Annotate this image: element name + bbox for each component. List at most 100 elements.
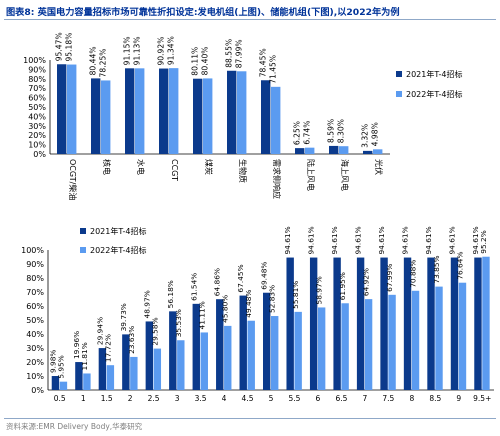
y-tick-label: 20%: [28, 131, 46, 140]
bar-2022: [59, 381, 68, 390]
source-note: 资料来源:EMR Delivery Body,华泰研究: [6, 422, 143, 431]
bar-2022: [294, 311, 302, 390]
data-label: 95.2%: [479, 230, 488, 253]
bar-2022: [247, 320, 255, 390]
data-label: 94.61%: [424, 226, 433, 254]
data-label: 3.32%: [361, 124, 370, 148]
bar-2022: [364, 299, 373, 390]
data-label: 41.11%: [197, 301, 206, 329]
bar-2021: [51, 376, 60, 390]
bar-2021: [403, 257, 412, 390]
x-tick-label: 9: [456, 394, 461, 403]
x-tick-label: 2.5: [148, 394, 160, 403]
data-label: 48.97%: [142, 290, 151, 318]
data-label: 8.30%: [337, 119, 346, 143]
data-label: 6.25%: [293, 121, 302, 145]
legend-swatch-2021: [396, 71, 402, 77]
x-tick-label: OCGT/柴油: [68, 159, 78, 200]
data-label: 35.53%: [174, 309, 183, 337]
bar-2021: [98, 348, 107, 390]
bar-2021: [450, 257, 459, 390]
x-tick-label: 5.5: [289, 394, 301, 403]
bar-2022: [153, 348, 162, 390]
legend-label: 2022年T-4招标: [406, 89, 463, 99]
bar-2022: [411, 290, 420, 390]
x-tick-label: 水电: [136, 159, 146, 175]
y-tick-label: 20%: [26, 358, 44, 367]
y-tick-label: 40%: [28, 112, 46, 121]
bar-2021: [474, 257, 482, 390]
data-label: 90.92%: [157, 37, 166, 66]
bar-2022: [224, 325, 232, 390]
bar-2022: [200, 332, 208, 390]
bar-2021: [380, 257, 388, 390]
data-label: 23.63%: [127, 326, 136, 354]
bar-2021: [57, 64, 67, 154]
legend-label: 2021年T-4招标: [90, 226, 147, 236]
x-tick-label: 9.5+: [473, 394, 491, 403]
chart-bottom: 0%10%20%30%40%50%60%70%80%90%100%9.98%19…: [21, 226, 494, 403]
data-label: 80.40%: [201, 46, 210, 75]
y-tick-label: 100%: [23, 56, 46, 65]
data-label: 64.92%: [362, 268, 371, 296]
data-label: 67.45%: [236, 264, 245, 292]
data-label: 8.59%: [327, 119, 336, 143]
bar-2022: [135, 68, 145, 154]
bar-2022: [341, 303, 349, 390]
data-label: 6.74%: [303, 121, 312, 145]
data-label: 61.54%: [189, 273, 198, 301]
y-tick-label: 70%: [26, 288, 44, 297]
bar-2021: [286, 257, 294, 390]
x-tick-label: 6.5: [335, 394, 347, 403]
bar-2022: [237, 71, 247, 154]
y-tick-label: 90%: [26, 260, 44, 269]
bar-2021: [333, 257, 341, 390]
data-label: 17.72%: [103, 334, 112, 362]
bar-2021: [91, 78, 101, 154]
legend-label: 2021年T-4招标: [406, 69, 463, 79]
data-label: 49.48%: [244, 290, 253, 318]
bar-2021: [159, 68, 169, 154]
y-tick-label: 30%: [26, 344, 44, 353]
legend-swatch-2022: [80, 247, 86, 253]
x-tick-label: 光伏: [374, 159, 384, 175]
bar-2021: [261, 80, 271, 154]
data-label: 94.61%: [471, 226, 480, 254]
data-label: 94.61%: [307, 226, 316, 254]
bar-2021: [122, 334, 130, 390]
bar-2022: [388, 294, 396, 390]
data-label: 94.61%: [377, 226, 386, 254]
bar-2022: [317, 307, 326, 390]
data-label: 61.95%: [338, 272, 347, 300]
x-tick-label: 1.5: [101, 394, 113, 403]
x-tick-label: 需求侧响应: [272, 159, 282, 199]
data-label: 80.11%: [191, 47, 200, 76]
y-tick-label: 30%: [28, 122, 46, 131]
y-tick-label: 0%: [31, 386, 44, 395]
data-label: 87.99%: [235, 39, 244, 68]
data-label: 39.73%: [119, 303, 128, 331]
data-label: 29.58%: [150, 317, 159, 345]
bar-2022: [458, 282, 467, 390]
x-tick-label: 1: [81, 394, 86, 403]
x-tick-label: 8.5: [429, 394, 441, 403]
bar-2021: [125, 68, 135, 154]
bar-2022: [101, 80, 111, 154]
bar-2021: [216, 299, 224, 390]
x-tick-label: 5: [269, 394, 274, 403]
x-tick-label: 2: [128, 394, 133, 403]
bar-2022: [271, 316, 279, 390]
bar-2022: [83, 373, 91, 390]
data-label: 94.61%: [354, 226, 363, 254]
x-tick-label: 生物质: [238, 159, 248, 183]
data-label: 4.98%: [371, 122, 380, 146]
data-label: 80.44%: [89, 46, 98, 75]
data-label: 73.85%: [432, 255, 441, 283]
y-tick-label: 60%: [26, 302, 44, 311]
bar-2021: [329, 145, 339, 154]
y-tick-label: 90%: [28, 65, 46, 74]
y-tick-label: 80%: [26, 274, 44, 283]
bar-2022: [169, 68, 179, 154]
data-label: 58.97%: [315, 276, 324, 304]
bar-2022: [482, 256, 490, 390]
